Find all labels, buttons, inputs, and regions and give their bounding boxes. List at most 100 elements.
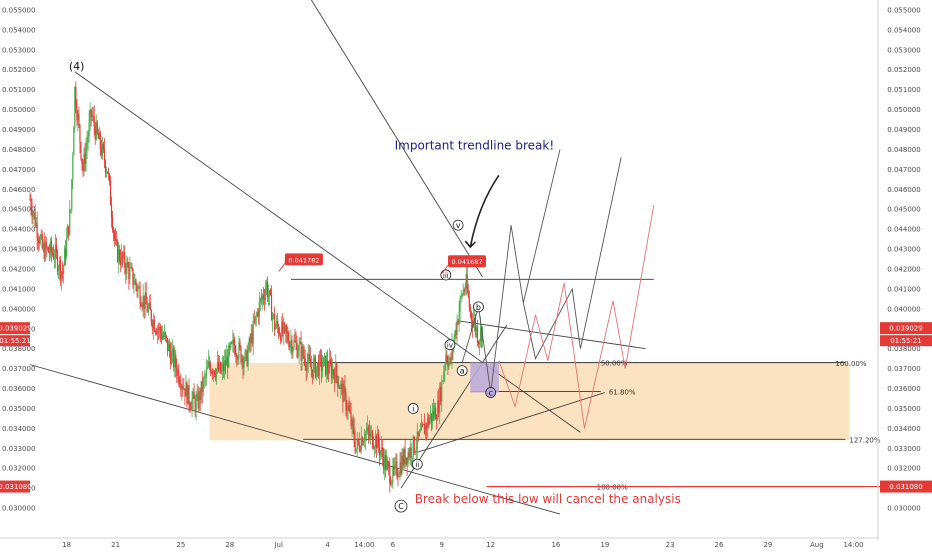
wave-label: v: [456, 221, 461, 230]
candle-body: [346, 410, 348, 412]
high-price-label: 0.041782: [288, 256, 319, 264]
y-tick-left: 0.053000: [2, 46, 35, 54]
candle-body: [145, 292, 147, 305]
candle-body: [407, 452, 409, 465]
candle-body: [50, 241, 53, 253]
candle-body: [227, 356, 229, 368]
candle-body: [274, 314, 276, 330]
candle-body: [462, 290, 464, 295]
candle-body: [443, 371, 445, 381]
candle-body: [290, 340, 292, 344]
candle-body: [152, 319, 154, 329]
candle-body: [41, 234, 43, 249]
candle-body: [218, 362, 221, 371]
candle-body: [306, 362, 308, 371]
last-price-right: 0.039029: [889, 325, 922, 333]
candle-body: [181, 386, 183, 390]
y-tick-left: 0.051000: [2, 86, 35, 94]
y-tick-left: 0.040000: [2, 305, 35, 313]
candle-body: [90, 109, 92, 115]
support-zone: [209, 363, 850, 441]
candle-body: [316, 362, 319, 367]
x-tick: 16: [551, 541, 560, 549]
candle-body: [293, 340, 295, 349]
candle-body: [117, 240, 119, 262]
wave-label: b: [476, 303, 481, 312]
candle-body: [207, 361, 209, 368]
candle-body: [446, 354, 448, 362]
candle-body: [384, 455, 386, 470]
candle-body: [454, 330, 456, 339]
candle-body: [365, 431, 367, 433]
projection-path-gray-1: [461, 149, 561, 393]
x-tick: Jul: [273, 541, 283, 549]
candle-body: [394, 463, 396, 470]
candle-body: [134, 280, 136, 285]
candle-body: [300, 342, 302, 361]
wave-circle: [456, 365, 468, 377]
callout-line: [278, 263, 286, 272]
candle-body: [362, 441, 364, 445]
candle-body: [411, 457, 413, 459]
candle-body: [337, 376, 339, 388]
candle-body: [165, 336, 168, 339]
candle-body: [374, 436, 377, 448]
candle-body: [334, 374, 336, 383]
x-tick: 25: [176, 541, 185, 549]
candle-body: [438, 400, 440, 413]
candle-body: [194, 398, 196, 412]
wave-circle: [411, 458, 423, 470]
candle-body: [451, 344, 453, 360]
candle-body: [130, 266, 132, 268]
x-tick: 14:00: [843, 541, 863, 549]
trendline-6: [458, 320, 646, 350]
candle-body: [132, 268, 134, 285]
candle-body: [342, 383, 344, 403]
y-tick-right: 0.030000: [887, 505, 920, 513]
y-tick-right: 0.046000: [887, 186, 920, 194]
candle-body: [119, 249, 121, 261]
y-tick-right: 0.033000: [887, 445, 920, 453]
candle-body: [347, 405, 349, 411]
candle-body: [232, 339, 234, 343]
candle-body: [256, 311, 258, 316]
high-price-tag: [448, 255, 486, 268]
candle-body: [399, 462, 401, 475]
candle-body: [107, 173, 110, 175]
candle-body: [45, 241, 47, 249]
candle-body: [109, 180, 112, 206]
fib-label: 61.80%: [609, 389, 636, 397]
candle-body: [68, 225, 70, 235]
candle-body: [371, 431, 374, 447]
high-price-label: 0.041687: [451, 258, 482, 266]
candle-body: [189, 404, 191, 408]
candle-body: [197, 394, 199, 409]
y-tick-left: 0.042000: [2, 265, 35, 273]
candle-body: [310, 366, 312, 370]
wave-circle: [440, 269, 452, 281]
y-tick-left: 0.037000: [2, 365, 35, 373]
candle-body: [150, 310, 152, 323]
candle-body: [282, 321, 284, 334]
y-tick-left: 0.032000: [2, 465, 35, 473]
candle-body: [408, 452, 410, 458]
candle-body: [278, 326, 280, 335]
candle-body: [357, 439, 359, 443]
candle-body: [474, 318, 477, 332]
candle-body: [58, 260, 61, 270]
candle-body: [258, 301, 260, 317]
projection-box: [470, 362, 499, 393]
candle-body: [455, 330, 457, 335]
candle-body: [122, 252, 124, 259]
annotation-trendline-break: Important trendline break!: [395, 138, 555, 152]
fib-label: 127.20%: [849, 436, 880, 444]
candle-body: [267, 295, 270, 298]
candle-body: [52, 253, 55, 259]
y-tick-right: 0.044000: [887, 226, 920, 234]
candle-body: [425, 424, 428, 430]
x-tick: 6: [391, 541, 396, 549]
candle-body: [101, 143, 103, 156]
